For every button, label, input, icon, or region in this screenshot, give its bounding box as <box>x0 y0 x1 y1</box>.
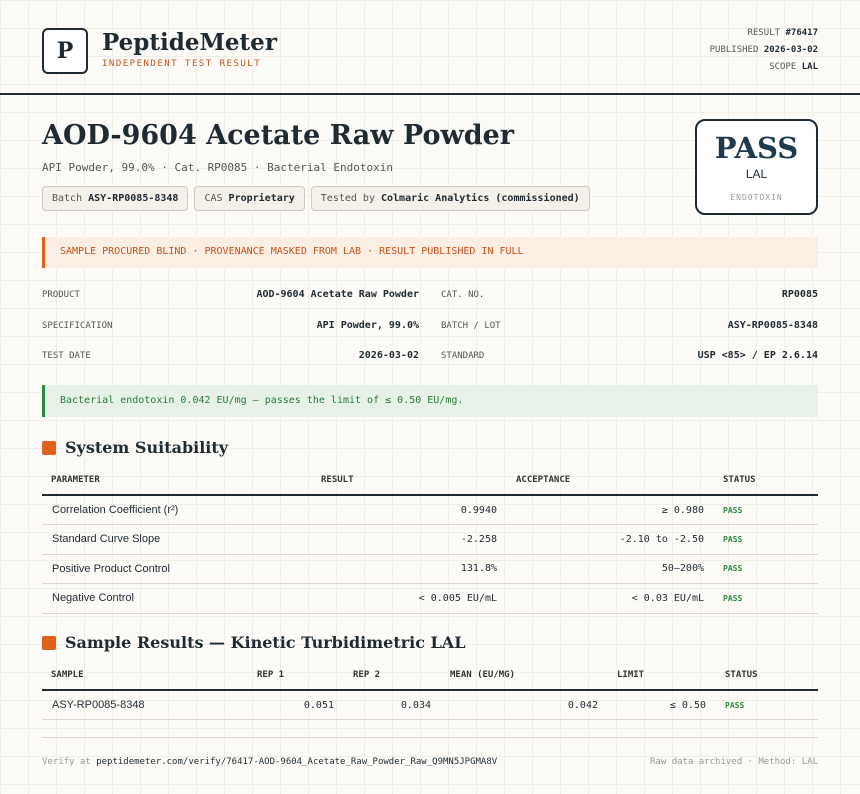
verdict-box: PASS LAL ENDOTOXIN <box>695 119 818 215</box>
chip: CAS Proprietary <box>194 186 305 211</box>
banner: SAMPLE PROCURED BLIND · PROVENANCE MASKE… <box>42 237 818 268</box>
column-header: LIMIT <box>608 661 716 691</box>
detail-value: USP <85> / EP 2.6.14 <box>697 350 818 361</box>
logo: P <box>42 28 88 74</box>
verify-label: Verify at <box>42 757 91 767</box>
product-subtitle: API Powder, 99.0% · Cat. RP0085 · Bacter… <box>42 161 393 174</box>
cell: Standard Curve Slope <box>42 524 312 555</box>
meta-value: 2026-03-02 <box>763 45 818 55</box>
divider <box>0 93 860 95</box>
chip-label: Tested by <box>320 193 375 204</box>
column-header: REP 1 <box>248 661 344 691</box>
meta-row: SCOPE LAL <box>769 62 818 72</box>
samples-table: SAMPLE REP 1 REP 2 MEAN (EU/MG) LIMIT STATUS A… <box>42 661 818 720</box>
method: LAL <box>745 167 768 181</box>
row: Negative Control < 0.005 EU/mL < 0.03 EU/m… <box>42 583 818 614</box>
meta-label: RESULT <box>747 28 781 38</box>
header-row: PARAMETER RESULT ACCEPTANCE STATUS <box>42 466 818 496</box>
cell: < 0.03 EU/mL <box>507 583 714 614</box>
detail-value: AOD-9604 Acetate Raw Powder <box>256 289 419 300</box>
section-title-text: Sample Results — Kinetic Turbidimetric L… <box>65 633 466 652</box>
verify: Verify at peptidemeter.com/verify/76417-… <box>42 757 497 767</box>
section-title: System Suitability <box>42 438 228 457</box>
divider <box>42 737 818 738</box>
meta-label: SCOPE <box>769 62 797 72</box>
cell: -2.10 to -2.50 <box>507 524 714 555</box>
cell: PASS <box>716 690 818 720</box>
cell: PASS <box>714 495 818 525</box>
detail-value: ASY-RP0085-8348 <box>727 319 818 331</box>
cell: ≤ 0.50 <box>608 690 716 720</box>
cell: PASS <box>714 524 818 555</box>
cell: 0.051 <box>248 690 344 720</box>
section-title-text: System Suitability <box>65 438 229 457</box>
row: Correlation Coefficient (r²) 0.9940 ≥ 0.98… <box>42 495 818 525</box>
cell: -2.258 <box>312 524 507 555</box>
cell: ≥ 0.980 <box>507 495 714 525</box>
row: ASY-RP0085-8348 0.051 0.034 0.042 ≤ 0.50 PASS <box>42 690 818 720</box>
detail-label: STANDARD <box>441 351 485 361</box>
chip-value: Proprietary <box>228 193 295 204</box>
cell: 0.034 <box>344 690 441 720</box>
cell: Positive Product Control <box>42 554 312 584</box>
detail-label: PRODUCT <box>42 290 80 300</box>
cell: ASY-RP0085-8348 <box>42 690 248 720</box>
meta-value: LAL <box>801 62 818 72</box>
summary: Bacterial endotoxin 0.042 EU/mg — passes… <box>42 385 818 417</box>
column-header: REP 2 <box>344 661 441 691</box>
cell: 0.042 <box>441 690 608 720</box>
detail-label: CAT. NO. <box>441 290 485 300</box>
chip-label: Batch <box>52 193 83 204</box>
header-row: SAMPLE REP 1 REP 2 MEAN (EU/MG) LIMIT STATUS <box>42 661 818 691</box>
category: ENDOTOXIN <box>730 193 783 202</box>
brand: PeptideMeter <box>102 29 277 56</box>
verify-url: peptidemeter.com/verify/76417-AOD-9604_A… <box>96 757 498 767</box>
row: Standard Curve Slope -2.258 -2.10 to -2.50… <box>42 524 818 555</box>
cell: PASS <box>714 583 818 614</box>
cell: PASS <box>714 554 818 584</box>
chip: Batch ASY-RP0085-8348 <box>42 186 189 211</box>
column-header: MEAN (EU/MG) <box>441 661 608 691</box>
column-header: SAMPLE <box>42 661 248 691</box>
cell: Correlation Coefficient (r²) <box>42 495 312 525</box>
detail-label: SPECIFICATION <box>42 320 113 331</box>
detail-label: BATCH / LOT <box>441 320 501 331</box>
meta-row: PUBLISHED 2026-03-02 <box>710 45 818 55</box>
column-header: STATUS <box>714 466 818 496</box>
cell: 0.9940 <box>312 495 507 525</box>
detail-value: API Powder, 99.0% <box>316 319 419 331</box>
meta-label: PUBLISHED <box>709 45 759 55</box>
verdict: PASS <box>714 131 799 165</box>
chip-value: Colmaric Analytics (commissioned) <box>381 193 580 204</box>
column-header: RESULT <box>312 466 507 496</box>
cell: 131.8% <box>312 554 507 584</box>
column-header: STATUS <box>716 661 818 691</box>
detail-value: RP0085 <box>781 289 818 300</box>
column-header: PARAMETER <box>42 466 312 496</box>
meta-value: #76417 <box>785 28 818 38</box>
cell: 50–200% <box>507 554 714 584</box>
chip-label: CAS <box>204 193 223 204</box>
chip: Tested by Colmaric Analytics (commission… <box>310 186 590 211</box>
product-title: AOD-9604 Acetate Raw Powder <box>42 120 515 151</box>
tagline: INDEPENDENT TEST RESULT <box>102 59 262 69</box>
section-title: Sample Results — Kinetic Turbidimetric L… <box>42 633 465 652</box>
meta-row: RESULT #76417 <box>748 28 818 38</box>
cell: < 0.005 EU/mL <box>312 583 507 614</box>
detail-value: 2026-03-02 <box>358 350 419 361</box>
row: Positive Product Control 131.8% 50–200% PAS… <box>42 554 818 584</box>
column-header: ACCEPTANCE <box>507 466 714 496</box>
chips: Batch ASY-RP0085-8348 CAS Proprietary Test… <box>42 186 596 211</box>
footer-note: Raw data archived · Method: LAL <box>650 757 818 767</box>
chip-value: ASY-RP0085-8348 <box>88 193 179 204</box>
suitability-table: PARAMETER RESULT ACCEPTANCE STATUS Correlati… <box>42 466 818 614</box>
detail-label: TEST DATE <box>42 351 91 361</box>
cell: Negative Control <box>42 583 312 614</box>
